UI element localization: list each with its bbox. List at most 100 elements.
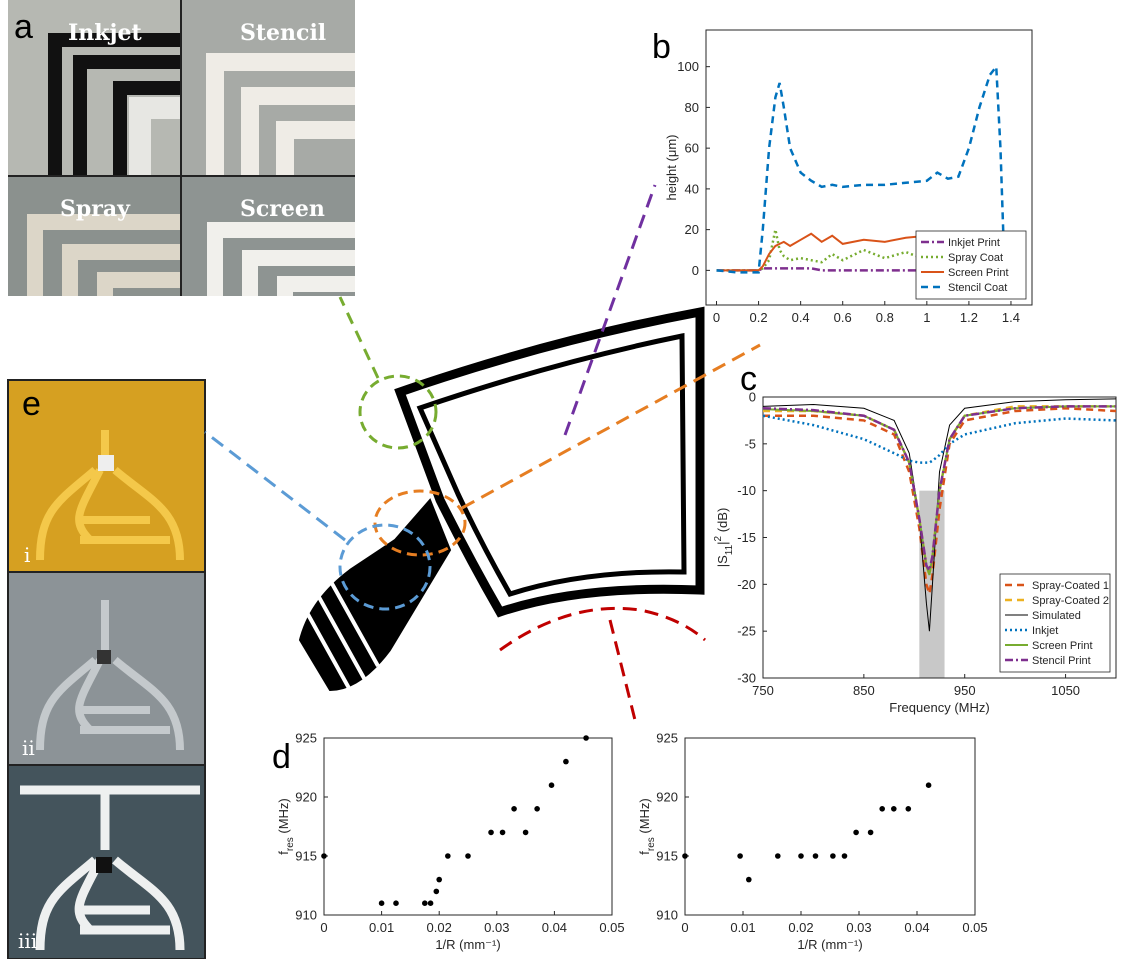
legend-label: Spray-Coated 1	[1032, 580, 1109, 592]
hand	[298, 498, 452, 692]
x-tick-label: 850	[853, 683, 875, 698]
legend-label: Spray-Coated 2	[1032, 595, 1109, 607]
series-line	[762, 398, 1117, 632]
y-tick-label: 0	[749, 390, 756, 405]
legend-label: Screen Print	[1032, 640, 1093, 652]
point	[378, 900, 385, 906]
y-axis-label-part: 11	[724, 544, 735, 555]
y-tick-label: 60	[685, 141, 699, 156]
tag-outline	[394, 306, 705, 618]
callout-circle	[373, 489, 467, 557]
legend-label: Stencil Coat	[948, 282, 1007, 294]
series-line	[716, 63, 1012, 278]
y-tick-label: 920	[656, 790, 678, 805]
trace	[36, 600, 184, 751]
panel-letter: a	[14, 8, 33, 46]
x-tick-label: 0.04	[904, 920, 929, 935]
x-tick-label: 0	[681, 920, 688, 935]
y-tick-label: -25	[737, 624, 756, 639]
y-tick-label: 40	[685, 181, 699, 196]
y-axis-label-part: f	[276, 851, 291, 855]
panel-letter: c	[740, 360, 757, 398]
y-tick-label: 0	[692, 263, 699, 278]
chip	[97, 650, 111, 664]
point	[746, 876, 752, 883]
shaded-region	[919, 490, 945, 678]
y-tick-label: 20	[685, 222, 699, 237]
legend-label: Inkjet	[1032, 625, 1058, 637]
panel-a-photos: Inkjet Stencil Spray Screen a	[8, 0, 355, 296]
photo-label: Inkjet	[68, 20, 142, 46]
y-axis-label-part: (MHz)	[637, 798, 652, 837]
x-tick-label: 750	[752, 683, 774, 698]
point	[925, 782, 932, 788]
legend-label: Inkjet Print	[948, 237, 1000, 249]
axes-frame	[762, 396, 1117, 679]
callout-line	[204, 430, 346, 542]
point	[563, 758, 569, 765]
x-tick-label: 950	[954, 683, 976, 698]
point	[798, 853, 804, 859]
trace	[27, 214, 181, 296]
panel-e-photos: e i ii iii	[7, 379, 206, 959]
x-tick-label: 0.05	[599, 920, 624, 935]
y-tick-label: 915	[295, 849, 317, 864]
y-axis-label: fres (MHz)	[276, 798, 296, 855]
trace	[48, 33, 181, 176]
plot-area	[324, 738, 612, 915]
y-axis-label-part: height (μm)	[664, 134, 679, 200]
point	[488, 829, 494, 836]
axes-frame	[684, 737, 976, 916]
y-axis-label-part: |	[715, 541, 730, 544]
point	[422, 900, 428, 906]
point	[534, 806, 540, 812]
panel-letter: e	[22, 385, 41, 423]
y-tick-label: -20	[737, 577, 756, 592]
point	[427, 900, 434, 906]
axes-frame	[705, 29, 1033, 306]
y-tick-label: 910	[295, 908, 317, 923]
y-tick-label: -10	[737, 483, 756, 498]
x-tick-label: 0.02	[427, 920, 452, 935]
point	[393, 900, 399, 906]
y-tick-label: 925	[295, 731, 317, 746]
y-tick-label: -15	[737, 530, 756, 545]
photo-label: ii	[22, 736, 35, 760]
frame	[7, 379, 206, 959]
x-tick-label: 0.2	[750, 310, 768, 325]
y-axis-label-part: f	[637, 851, 652, 855]
x-tick-label: 1050	[1051, 683, 1080, 698]
point	[830, 853, 836, 859]
center-diagram	[204, 184, 761, 721]
trace	[206, 53, 355, 176]
callout-circle	[358, 374, 438, 450]
hand-detail	[298, 579, 380, 691]
x-tick-label: 0.04	[542, 920, 567, 935]
plot-area	[685, 738, 975, 915]
callout-line	[461, 343, 761, 510]
y-tick-label: 910	[656, 908, 678, 923]
series-line	[762, 405, 1116, 574]
point	[548, 782, 555, 788]
photo-label: i	[24, 543, 30, 567]
point	[465, 853, 471, 859]
y-tick-label: -30	[737, 671, 756, 686]
x-tick-label: 0.03	[484, 920, 509, 935]
x-tick-label: 0.6	[834, 310, 852, 325]
x-tick-label: 0.05	[962, 920, 987, 935]
panel-letter: d	[272, 738, 291, 776]
chip	[96, 857, 112, 873]
photo-label: Spray	[60, 196, 131, 222]
x-tick-label: 0.01	[730, 920, 755, 935]
photo-label: Screen	[240, 196, 325, 222]
x-axis-label: Frequency (MHz)	[889, 700, 989, 715]
y-axis-label-part: (MHz)	[276, 798, 291, 837]
legend-box	[999, 573, 1111, 673]
point	[499, 829, 506, 836]
y-axis-label: height (μm)	[664, 134, 679, 200]
point	[853, 829, 859, 836]
x-tick-label: 0.8	[876, 310, 894, 325]
x-tick-label: 0.03	[846, 920, 871, 935]
point	[905, 806, 912, 812]
